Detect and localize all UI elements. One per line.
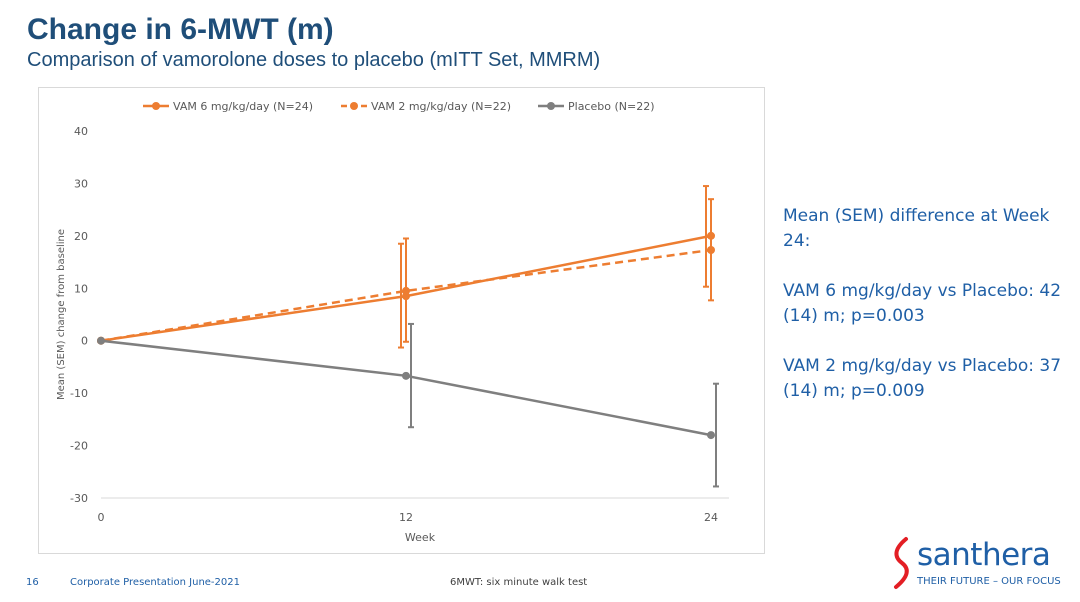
data-point (402, 371, 410, 380)
y-tick-label: -10 (70, 387, 88, 400)
data-point (402, 286, 410, 295)
santhera-swoosh-icon (894, 537, 909, 589)
line-chart: 40 30 20 10 0 -10 -20 -30 0 12 24 Week Mean (SEM) ch… (56, 100, 729, 544)
data-point (97, 336, 105, 345)
x-tick-label: 12 (399, 511, 413, 524)
legend-label: Placebo (N=22) (568, 100, 654, 113)
footer-presentation-label: Corporate Presentation June-2021 (70, 577, 240, 588)
x-tick-label: 24 (704, 511, 718, 524)
y-tick-label: 40 (74, 125, 88, 138)
chart-frame (38, 87, 765, 554)
legend-swatch-marker (152, 102, 160, 110)
notes-heading: Mean (SEM) difference at Week 24: (783, 206, 1050, 251)
series-line (100, 339, 712, 437)
data-point (707, 431, 715, 440)
logo-wordmark: santhera (917, 537, 1051, 573)
logo-tagline: THEIR FUTURE – OUR FOCUS (917, 576, 1061, 587)
slide-subtitle: Comparison of vamorolone doses to placeb… (27, 49, 601, 71)
series-line (100, 248, 712, 342)
y-axis-title: Mean (SEM) change from baseline (56, 229, 67, 400)
data-point (707, 246, 715, 255)
legend-swatch-marker (547, 102, 555, 110)
notes-panel: Mean (SEM) difference at Week 24: VAM 6 … (783, 204, 1068, 429)
footer-footnote: 6MWT: six minute walk test (450, 577, 588, 588)
legend-label: VAM 6 mg/kg/day (N=24) (173, 100, 313, 113)
notes-vam6-comparison: VAM 6 mg/kg/day vs Placebo: 42 (14) m; p… (783, 281, 1062, 326)
y-tick-label: 20 (74, 230, 88, 243)
y-tick-label: 10 (74, 282, 88, 295)
page-number: 16 (26, 577, 39, 588)
y-tick-label: 0 (81, 335, 88, 348)
notes-vam2-comparison: VAM 2 mg/kg/day vs Placebo: 37 (14) m; p… (783, 356, 1062, 401)
y-tick-label: -30 (70, 492, 88, 505)
x-axis-title: Week (405, 531, 436, 544)
y-tick-label: 30 (74, 177, 88, 190)
legend-label: VAM 2 mg/kg/day (N=22) (371, 100, 511, 113)
x-tick-label: 0 (98, 511, 105, 524)
legend-swatch-marker (350, 102, 358, 110)
santhera-logo: santhera THEIR FUTURE – OUR FOCUS (888, 535, 1068, 591)
slide-title: Change in 6-MWT (m) (27, 13, 334, 46)
y-tick-label: -20 (70, 440, 88, 453)
